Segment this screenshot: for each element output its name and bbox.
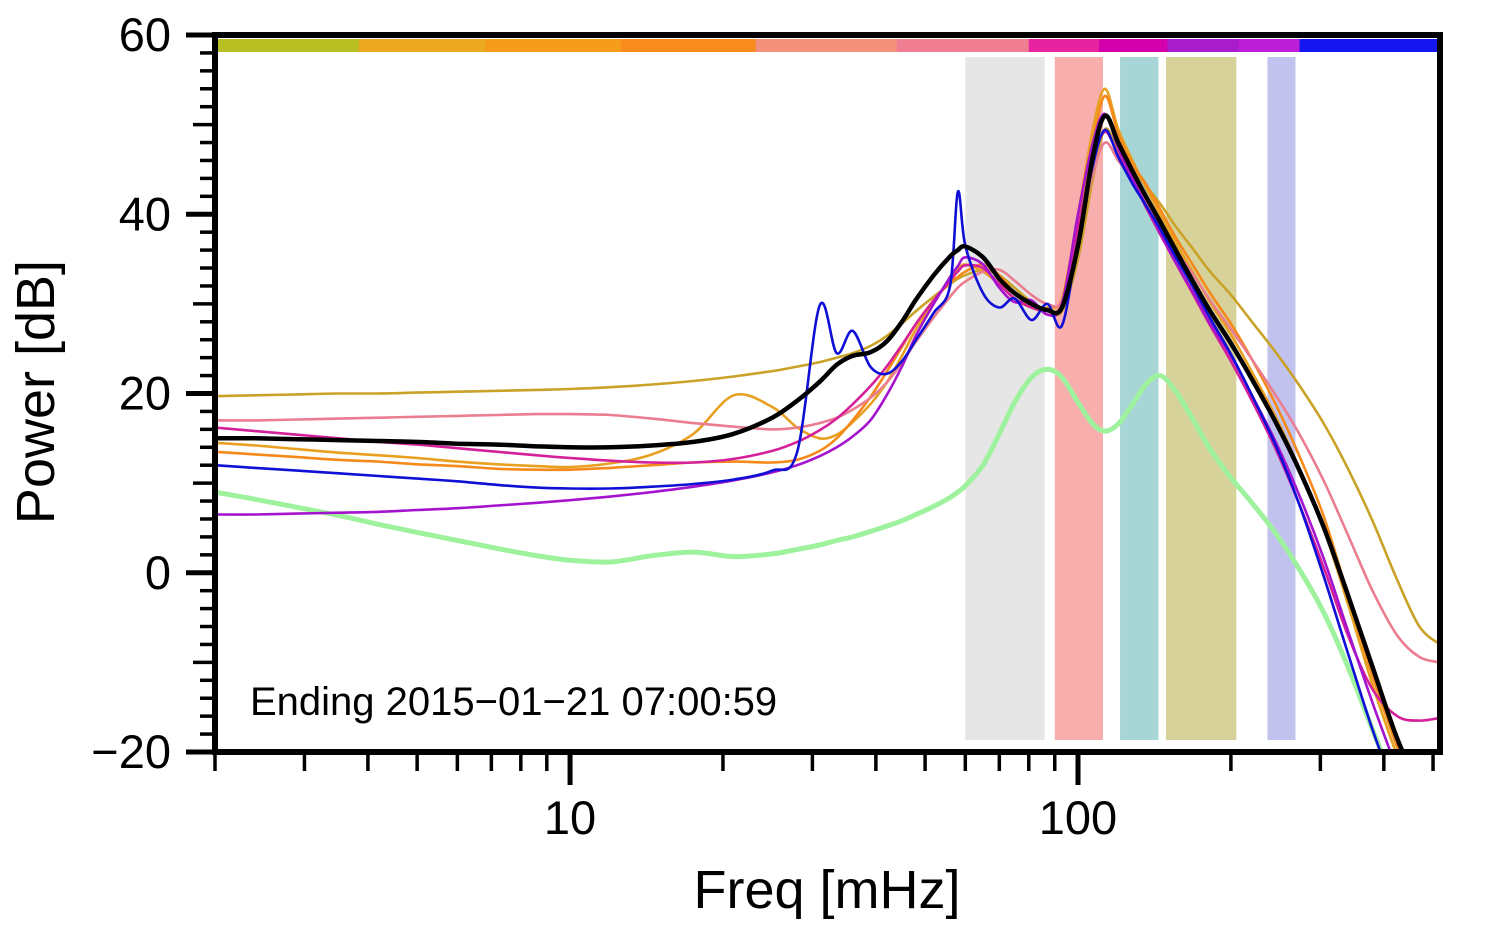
series-orange-b	[215, 87, 1398, 752]
y-axis-ticks	[186, 32, 212, 755]
colorbar-segment	[215, 39, 360, 52]
colorbar-segment	[1167, 39, 1240, 52]
colorbar-segment	[621, 39, 757, 52]
y-axis-title: Power [dB]	[6, 259, 66, 525]
plot-frame	[212, 32, 1443, 755]
colorbar-segment	[358, 39, 486, 52]
series-salmon-pink	[215, 141, 1440, 664]
series-gold	[215, 127, 1440, 646]
y-tick-label: 0	[145, 546, 171, 599]
colorbar-segment	[1099, 39, 1169, 52]
series-orange-a	[215, 94, 1401, 752]
y-tick-label: 60	[119, 8, 171, 61]
x-axis-tick-labels: 10 100	[544, 791, 1117, 844]
y-tick-label: −20	[91, 725, 171, 778]
series-magenta-pink	[215, 130, 1440, 722]
x-tick-label: 100	[1039, 791, 1117, 844]
colorbar-segment	[1299, 39, 1440, 52]
x-tick-label: 10	[544, 791, 596, 844]
freq-band	[1165, 57, 1237, 740]
series-purple	[215, 112, 1392, 752]
series-pale-green	[215, 366, 1385, 752]
frequency-colorbar	[215, 39, 1440, 52]
series-black-mean	[215, 113, 1406, 752]
colorbar-segment	[1028, 39, 1101, 52]
freq-band	[965, 57, 1045, 740]
y-tick-label: 20	[119, 367, 171, 420]
timestamp-annotation: Ending 2015−01−21 07:00:59	[250, 680, 778, 724]
colorbar-segment	[1238, 39, 1301, 52]
y-axis-tick-labels: −20 0 20 40 60	[91, 8, 171, 778]
plot-inner	[215, 39, 1440, 752]
y-tick-label: 40	[119, 187, 171, 240]
colorbar-segment	[484, 39, 623, 52]
x-axis-ticks	[213, 755, 1435, 785]
series-blue	[215, 128, 1382, 752]
spectra-curves	[215, 87, 1440, 752]
colorbar-segment	[755, 39, 898, 52]
x-axis-title: Freq [mHz]	[693, 860, 961, 920]
colorbar-segment	[896, 39, 1030, 52]
